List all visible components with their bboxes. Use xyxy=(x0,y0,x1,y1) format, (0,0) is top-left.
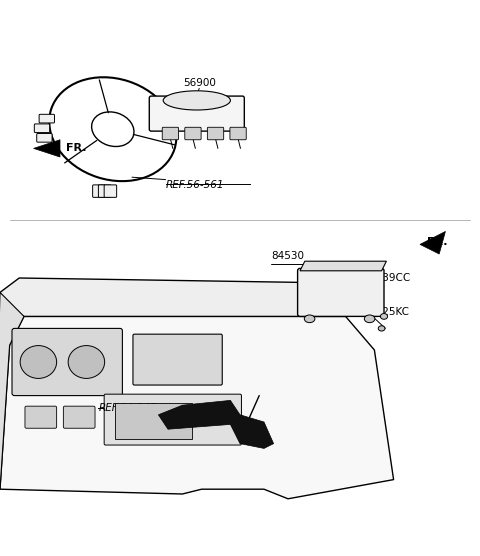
FancyBboxPatch shape xyxy=(133,334,222,385)
FancyBboxPatch shape xyxy=(93,185,105,197)
FancyBboxPatch shape xyxy=(36,133,52,142)
Ellipse shape xyxy=(378,326,385,331)
Polygon shape xyxy=(0,316,394,499)
Polygon shape xyxy=(0,292,24,489)
FancyBboxPatch shape xyxy=(39,115,54,123)
FancyBboxPatch shape xyxy=(162,127,179,140)
FancyBboxPatch shape xyxy=(98,185,111,197)
Ellipse shape xyxy=(20,346,57,379)
FancyBboxPatch shape xyxy=(230,127,246,140)
Text: 84530: 84530 xyxy=(271,251,304,261)
Text: REF.84-847: REF.84-847 xyxy=(98,403,157,413)
FancyBboxPatch shape xyxy=(115,403,192,439)
FancyBboxPatch shape xyxy=(298,269,384,316)
FancyBboxPatch shape xyxy=(12,329,122,396)
FancyBboxPatch shape xyxy=(25,406,57,428)
Polygon shape xyxy=(0,278,355,316)
Text: FR.: FR. xyxy=(427,237,448,247)
Ellipse shape xyxy=(380,314,387,319)
FancyBboxPatch shape xyxy=(207,127,224,140)
Ellipse shape xyxy=(163,91,230,110)
Ellipse shape xyxy=(68,346,105,379)
Ellipse shape xyxy=(364,315,375,322)
Polygon shape xyxy=(158,400,274,448)
FancyBboxPatch shape xyxy=(149,96,244,131)
Ellipse shape xyxy=(304,315,315,322)
Text: 56900: 56900 xyxy=(183,78,216,88)
Text: REF.56-561: REF.56-561 xyxy=(166,180,224,190)
Polygon shape xyxy=(34,140,60,157)
Polygon shape xyxy=(420,231,445,254)
Text: 1125KC: 1125KC xyxy=(370,306,409,316)
Text: FR.: FR. xyxy=(66,143,87,153)
Text: 1339CC: 1339CC xyxy=(370,273,411,283)
FancyBboxPatch shape xyxy=(104,185,117,197)
FancyBboxPatch shape xyxy=(104,394,241,445)
FancyBboxPatch shape xyxy=(185,127,201,140)
Polygon shape xyxy=(300,261,386,271)
FancyBboxPatch shape xyxy=(63,406,95,428)
FancyBboxPatch shape xyxy=(34,124,49,132)
